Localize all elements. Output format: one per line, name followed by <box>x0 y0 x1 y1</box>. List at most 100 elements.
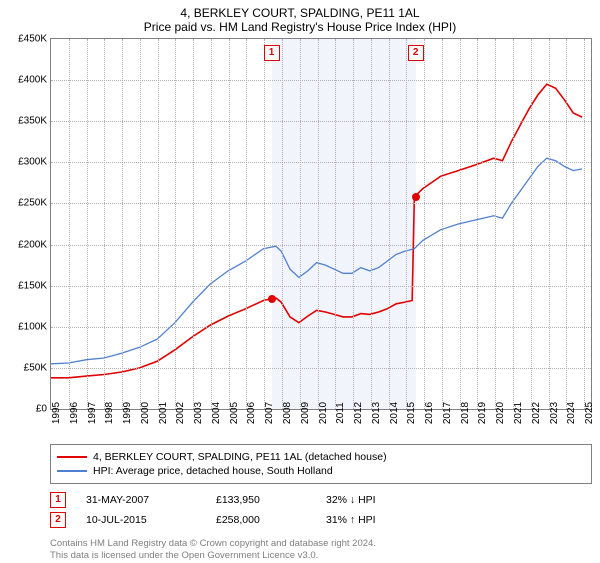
gridline-vertical <box>442 39 443 409</box>
x-axis-label: 2014 <box>389 402 400 424</box>
x-axis-label: 2004 <box>211 402 222 424</box>
chart-lines-svg <box>51 39 591 409</box>
gridline-horizontal <box>51 203 591 204</box>
sale-record-row: 2 10-JUL-2015 £258,000 31% ↑ HPI <box>50 512 592 528</box>
gridline-vertical <box>69 39 70 409</box>
y-axis-label: £250K <box>18 198 47 209</box>
x-axis-label: 2013 <box>371 402 382 424</box>
gridline-vertical <box>246 39 247 409</box>
x-axis-label: 1998 <box>104 402 115 424</box>
y-axis-label: £100K <box>18 321 47 332</box>
x-axis-label: 2002 <box>175 402 186 424</box>
x-axis-label: 2024 <box>566 402 577 424</box>
gridline-vertical <box>495 39 496 409</box>
x-axis-label: 2009 <box>300 402 311 424</box>
x-axis-label: 2010 <box>318 402 329 424</box>
x-axis-label: 2017 <box>442 402 453 424</box>
gridline-vertical <box>193 39 194 409</box>
legend-item: 4, BERKLEY COURT, SPALDING, PE11 1AL (de… <box>57 451 585 463</box>
footer-attribution: Contains HM Land Registry data © Crown c… <box>50 538 592 563</box>
gridline-horizontal <box>51 245 591 246</box>
gridline-vertical <box>175 39 176 409</box>
gridline-vertical <box>87 39 88 409</box>
x-axis-label: 2021 <box>513 402 524 424</box>
sale-price: £133,950 <box>216 494 306 506</box>
x-axis-label: 2025 <box>584 402 595 424</box>
x-axis-label: 2016 <box>424 402 435 424</box>
sale-point-dot <box>268 295 276 303</box>
gridline-horizontal <box>51 286 591 287</box>
gridline-vertical <box>566 39 567 409</box>
gridline-vertical <box>318 39 319 409</box>
gridline-vertical <box>549 39 550 409</box>
x-axis-label: 2023 <box>549 402 560 424</box>
gridline-vertical <box>584 39 585 409</box>
legend-item: HPI: Average price, detached house, Sout… <box>57 465 585 477</box>
x-axis-label: 2005 <box>229 402 240 424</box>
chart-title: 4, BERKLEY COURT, SPALDING, PE11 1AL <box>0 0 600 20</box>
gridline-vertical <box>531 39 532 409</box>
gridline-vertical <box>371 39 372 409</box>
x-axis-label: 1999 <box>122 402 133 424</box>
gridline-vertical <box>211 39 212 409</box>
gridline-vertical <box>353 39 354 409</box>
footer-line: This data is licensed under the Open Gov… <box>50 550 592 562</box>
x-axis-label: 2001 <box>158 402 169 424</box>
x-axis-label: 2006 <box>246 402 257 424</box>
x-axis-label: 2019 <box>477 402 488 424</box>
x-axis-label: 2003 <box>193 402 204 424</box>
footer-line: Contains HM Land Registry data © Crown c… <box>50 538 592 550</box>
sale-date: 31-MAY-2007 <box>86 494 196 506</box>
x-axis-label: 2008 <box>282 402 293 424</box>
gridline-vertical <box>300 39 301 409</box>
gridline-vertical <box>122 39 123 409</box>
chart-plot-area: £0£50K£100K£150K£200K£250K£300K£350K£400… <box>50 38 592 410</box>
sale-point-dot <box>412 193 420 201</box>
legend-label: 4, BERKLEY COURT, SPALDING, PE11 1AL (de… <box>93 451 387 463</box>
chart-container: 4, BERKLEY COURT, SPALDING, PE11 1AL Pri… <box>0 0 600 560</box>
legend-swatch <box>57 470 87 472</box>
gridline-vertical <box>264 39 265 409</box>
gridline-vertical <box>513 39 514 409</box>
gridline-vertical <box>140 39 141 409</box>
sale-price: £258,000 <box>216 514 306 526</box>
sale-marker-box: 1 <box>50 492 66 508</box>
y-axis-label: £450K <box>18 34 47 45</box>
x-axis-label: 2000 <box>140 402 151 424</box>
x-axis-label: 1997 <box>87 402 98 424</box>
legend-swatch <box>57 456 87 458</box>
gridline-horizontal <box>51 121 591 122</box>
x-axis-label: 2007 <box>264 402 275 424</box>
chart-subtitle: Price paid vs. HM Land Registry's House … <box>0 20 600 38</box>
gridline-horizontal <box>51 368 591 369</box>
x-axis-label: 2020 <box>495 402 506 424</box>
gridline-vertical <box>477 39 478 409</box>
x-axis-label: 2012 <box>353 402 364 424</box>
y-axis-label: £150K <box>18 280 47 291</box>
sale-marker-box: 2 <box>50 512 66 528</box>
gridline-vertical <box>282 39 283 409</box>
sales-table: 1 31-MAY-2007 £133,950 32% ↓ HPI 2 10-JUL-201… <box>50 492 592 528</box>
legend-label: HPI: Average price, detached house, Sout… <box>93 465 333 477</box>
gridline-vertical <box>406 39 407 409</box>
y-axis-label: £200K <box>18 239 47 250</box>
sale-marker-box: 2 <box>408 45 424 61</box>
sale-record-row: 1 31-MAY-2007 £133,950 32% ↓ HPI <box>50 492 592 508</box>
gridline-vertical <box>104 39 105 409</box>
gridline-horizontal <box>51 80 591 81</box>
sale-marker-box: 1 <box>264 45 280 61</box>
y-axis-label: £350K <box>18 116 47 127</box>
gridline-horizontal <box>51 327 591 328</box>
gridline-vertical <box>335 39 336 409</box>
x-axis-label: 2018 <box>460 402 471 424</box>
y-axis-label: £0 <box>36 404 47 415</box>
sale-hpi-delta: 32% ↓ HPI <box>326 494 376 506</box>
sale-date: 10-JUL-2015 <box>86 514 196 526</box>
sale-hpi-delta: 31% ↑ HPI <box>326 514 376 526</box>
y-axis-label: £300K <box>18 157 47 168</box>
x-axis-label: 2015 <box>406 402 417 424</box>
gridline-vertical <box>424 39 425 409</box>
gridline-horizontal <box>51 162 591 163</box>
gridline-vertical <box>158 39 159 409</box>
x-axis-label: 1995 <box>51 402 62 424</box>
